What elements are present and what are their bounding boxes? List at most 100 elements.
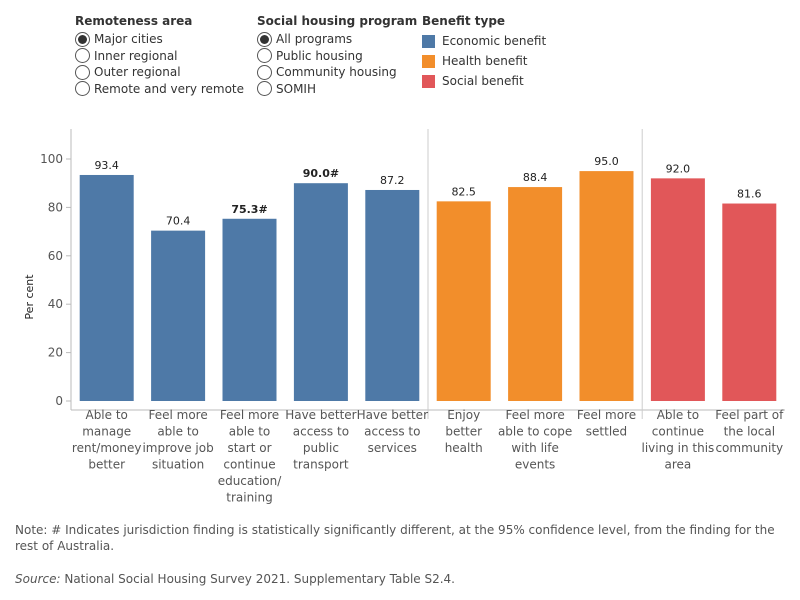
program-option-all-programs[interactable]: All programs (257, 31, 417, 48)
x-tick-label-line: Able to (657, 408, 699, 422)
legend-item-economic-benefit: Economic benefit (422, 31, 546, 51)
data-label: 93.4 (94, 159, 119, 172)
radio-button[interactable] (257, 48, 272, 64)
bar (508, 187, 563, 401)
source-label: Source: (15, 572, 61, 586)
x-tick-label-line: continue (223, 458, 275, 472)
x-tick-label-line: community (715, 441, 783, 455)
radio-label: Remote and very remote (94, 81, 245, 96)
x-tick-label-line: Feel more (505, 408, 564, 422)
data-label: 87.2 (380, 174, 405, 187)
y-tick-label: 100 (40, 152, 63, 166)
data-label: 81.6 (737, 188, 762, 201)
bar (436, 201, 491, 401)
y-tick-label: 80 (48, 200, 63, 214)
x-tick-label-line: the local (724, 425, 775, 439)
x-tick-label-line: health (445, 441, 483, 455)
x-tick-label-line: with life (511, 441, 559, 455)
x-tick-label: Feel more settled (577, 408, 636, 439)
x-tick-label-line: Have better (357, 408, 428, 422)
x-tick-label-line: Feel more (220, 408, 279, 422)
data-label: 92.0 (666, 162, 691, 175)
x-tick-label: Able to manage rent/money better (72, 408, 142, 472)
legend-swatch (422, 74, 435, 88)
legend-swatch (422, 34, 435, 48)
remoteness-filter-title: Remoteness area (75, 14, 193, 28)
x-tick-label-line: improve job (142, 441, 213, 455)
x-tick-label-line: settled (586, 425, 627, 439)
remoteness-option-remote-and-very-remote[interactable]: Remote and very remote (75, 81, 244, 98)
bar (151, 230, 206, 401)
benefit-legend-title: Benefit type (422, 14, 506, 28)
benefit-type-legend: Benefit type Economic benefit Health bene… (422, 14, 546, 91)
x-tick-label-line: continue (652, 425, 704, 439)
x-tick-label-line: manage (82, 425, 131, 439)
remoteness-filter: Remoteness area Major cities Inner region… (75, 14, 244, 97)
bar (650, 178, 705, 401)
x-tick-label: Feel more able to improve job situation (142, 408, 213, 472)
legend-item-health-benefit: Health benefit (422, 51, 546, 71)
x-tick-label-line: situation (152, 458, 204, 472)
data-label: 75.3# (231, 203, 267, 216)
program-filter-title: Social housing program (257, 14, 418, 28)
x-tick-label: Feel more able to cope with life events (498, 408, 572, 472)
remoteness-option-outer-regional[interactable]: Outer regional (75, 64, 244, 81)
x-tick-label: Enjoy better health (445, 408, 483, 455)
radio-button[interactable] (257, 64, 272, 80)
radio-label: Inner regional (94, 48, 178, 63)
radio-label: Major cities (94, 32, 163, 47)
x-tick-label-line: training (226, 491, 273, 505)
x-tick-label: Have better access to services (357, 408, 428, 455)
x-tick-label-line: education/ (218, 474, 283, 488)
data-label: 70.4 (166, 215, 191, 228)
x-tick-label-line: Have better (285, 408, 356, 422)
bar (222, 218, 277, 401)
x-tick-label-line: better (445, 425, 482, 439)
x-tick-label-line: transport (293, 458, 349, 472)
x-tick-label: Able to continue living in this area (642, 408, 715, 472)
legend-swatch (422, 54, 435, 68)
y-axis-title: Per cent (23, 274, 36, 320)
program-option-community-housing[interactable]: Community housing (257, 64, 417, 81)
remoteness-option-inner-regional[interactable]: Inner regional (75, 48, 244, 65)
y-tick-label: 60 (48, 249, 63, 263)
x-tick-label-line: access to (293, 425, 349, 439)
source-text: National Social Housing Survey 2021. Sup… (60, 572, 455, 586)
legend-label: Economic benefit (442, 34, 547, 48)
x-tick-label: Feel more able to start or continue educatio… (218, 408, 283, 505)
x-tick-label-line: access to (364, 425, 420, 439)
data-label: 95.0 (594, 155, 619, 168)
x-tick-label-line: able to (157, 425, 199, 439)
x-tick-label-line: Able to (85, 408, 127, 422)
y-tick-label: 0 (55, 394, 63, 408)
bar (365, 189, 420, 401)
bar-chart: 0 20 40 60 80 100 Per cent 93.4 Able to manage ren… (23, 129, 785, 505)
legend-label: Health benefit (442, 54, 528, 68)
radio-button[interactable] (257, 81, 272, 97)
radio-button[interactable] (75, 48, 90, 64)
radio-label: Outer regional (94, 65, 181, 80)
remoteness-option-major-cities[interactable]: Major cities (75, 31, 244, 48)
legend-item-social-benefit: Social benefit (422, 71, 546, 91)
x-tick-label-line: area (665, 458, 692, 472)
filter-panel: Remoteness area Major cities Inner region… (0, 10, 800, 120)
x-tick-label-line: able to (229, 425, 271, 439)
radio-button[interactable] (257, 31, 272, 47)
source-line: Source: National Social Housing Survey 2… (15, 572, 455, 586)
radio-button[interactable] (75, 81, 90, 97)
x-tick-label-line: living in this (642, 441, 715, 455)
x-tick-label-line: rent/money (72, 441, 142, 455)
bar (722, 203, 777, 401)
x-tick-label-line: public (303, 441, 339, 455)
radio-label: All programs (276, 32, 353, 47)
radio-button[interactable] (75, 64, 90, 80)
program-option-public-housing[interactable]: Public housing (257, 48, 417, 65)
footnote: Note: # Indicates jurisdiction finding i… (15, 523, 775, 553)
legend-label: Social benefit (442, 74, 524, 88)
program-option-somih[interactable]: SOMIH (257, 81, 417, 98)
bar (293, 183, 348, 401)
x-tick-label: Have better access to public transport (285, 408, 356, 472)
radio-label: SOMIH (276, 81, 316, 96)
radio-button[interactable] (75, 31, 90, 47)
x-tick-label-line: Feel more (148, 408, 207, 422)
